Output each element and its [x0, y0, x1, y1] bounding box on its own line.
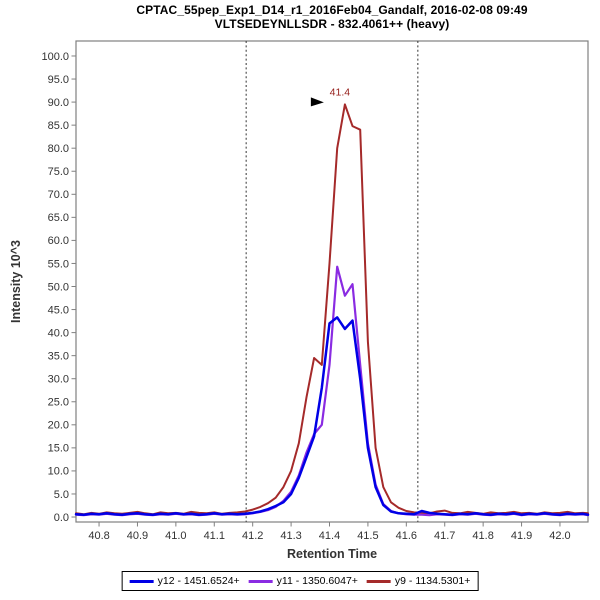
y-tick-label: 55.0: [48, 258, 69, 270]
x-tick-label: 41.2: [242, 530, 263, 542]
x-tick-label: 41.9: [511, 530, 532, 542]
y-tick-label: 5.0: [54, 489, 69, 501]
x-tick-label: 41.5: [357, 530, 378, 542]
y-tick-label: 65.0: [48, 212, 69, 224]
y-tick-label: 20.0: [48, 420, 69, 432]
y-tick-label: 50.0: [48, 281, 69, 293]
legend-line-swatch-icon: [129, 579, 154, 583]
y-tick-label: 10.0: [48, 466, 69, 478]
y-tick-label: 25.0: [48, 397, 69, 409]
x-tick-label: 41.7: [434, 530, 455, 542]
legend-entry-y11: y11 - 1350.6047+: [248, 575, 358, 587]
legend-entry-label: y12 - 1451.6524+: [157, 575, 240, 587]
x-tick-label: 41.0: [165, 530, 186, 542]
y-tick-label: 0.0: [54, 512, 69, 524]
y-tick-label: 80.0: [48, 143, 69, 155]
y-tick-label: 100.0: [41, 51, 69, 63]
y-tick-label: 75.0: [48, 166, 69, 178]
y-tick-label: 40.0: [48, 327, 69, 339]
y-axis-title: Intensity 10^3: [9, 240, 23, 323]
chart-title-block: CPTAC_55pep_Exp1_D14_r1_2016Feb04_Gandal…: [76, 3, 588, 31]
x-tick-label: 40.8: [88, 530, 109, 542]
y-tick-label: 85.0: [48, 120, 69, 132]
y-tick-label: 70.0: [48, 189, 69, 201]
legend-line-swatch-icon: [248, 579, 273, 583]
x-tick-label: 41.3: [280, 530, 301, 542]
y-tick-label: 90.0: [48, 97, 69, 109]
y-tick-label: 95.0: [48, 74, 69, 86]
x-tick-label: 40.9: [127, 530, 148, 542]
transition-legend: y12 - 1451.6524+ y11 - 1350.6047+ y9 - 113…: [121, 571, 479, 591]
x-tick-label: 41.1: [204, 530, 225, 542]
x-axis-title: Retention Time: [287, 547, 377, 561]
y-tick-label: 15.0: [48, 443, 69, 455]
y-tick-label: 45.0: [48, 304, 69, 316]
y-tick-label: 35.0: [48, 350, 69, 362]
x-tick-label: 41.8: [472, 530, 493, 542]
x-tick-label: 42.0: [549, 530, 570, 542]
x-tick-label: 41.4: [319, 530, 340, 542]
plot-frame: [75, 40, 589, 523]
apex-pointer-icon: [310, 97, 324, 107]
trace-y9: [75, 103, 589, 516]
y-tick-label: 30.0: [48, 374, 69, 386]
legend-entry-label: y9 - 1134.5301+: [394, 575, 471, 587]
y-tick-label: 60.0: [48, 235, 69, 247]
chart-title-peptide: VLTSEDEYNLLSDR - 832.4061++ (heavy): [214, 17, 450, 31]
chart-title-run: CPTAC_55pep_Exp1_D14_r1_2016Feb04_Gandal…: [136, 3, 528, 17]
trace-y12: [74, 316, 590, 516]
legend-line-swatch-icon: [366, 579, 391, 583]
legend-entry-y12: y12 - 1451.6524+: [129, 575, 240, 587]
x-tick-label: 41.6: [396, 530, 417, 542]
trace-y11: [74, 265, 590, 517]
apex-retention-time-label: 41.4: [330, 86, 351, 98]
legend-entry-y9: y9 - 1134.5301+: [366, 575, 471, 587]
legend-entry-label: y11 - 1350.6047+: [276, 575, 358, 587]
